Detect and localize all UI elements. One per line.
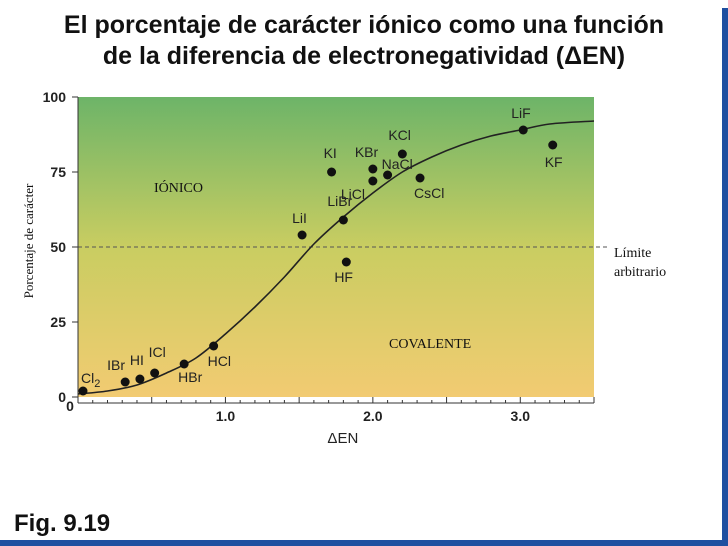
reference-line-label-2: arbitrario <box>614 265 666 280</box>
data-point-ki <box>327 167 337 177</box>
y-tick-label: 100 <box>43 89 67 105</box>
figure-label: Fig. 9.19 <box>14 510 111 537</box>
point-label-lii: LiI <box>292 210 307 226</box>
y-tick-label: 25 <box>50 314 66 330</box>
data-point-kcl <box>397 149 407 159</box>
point-label-licl: LiCl <box>341 186 365 202</box>
data-point-ibr <box>120 377 130 387</box>
data-point-hi <box>135 374 145 384</box>
fit-curve <box>77 120 595 395</box>
slide-title-line-2: de la diferencia de electronegatividad (… <box>102 42 626 70</box>
data-point-cscl <box>415 173 425 183</box>
point-label-kcl: KCl <box>388 127 411 143</box>
y-tick-label: 0 <box>58 389 66 405</box>
point-label-hcl: HCl <box>208 353 231 369</box>
data-point-kf <box>548 140 558 150</box>
y-tick-label: 75 <box>50 164 66 180</box>
y-axis-title: Porcentaje de carácter <box>21 183 36 298</box>
slide-title-line-1: El porcentaje de carácter iónico como un… <box>63 11 665 39</box>
y-tick-label: 50 <box>50 239 66 255</box>
region-label-ionic: IÓNICO <box>154 179 203 196</box>
point-label-lif: LiF <box>511 105 530 121</box>
x-origin-label: 0 <box>66 398 74 414</box>
point-label-nacl: NaCl <box>382 156 413 172</box>
data-point-cl <box>78 386 88 396</box>
point-label-icl: ICl <box>149 344 166 360</box>
point-label-hi: HI <box>130 352 144 368</box>
point-label-subscript: 2 <box>94 378 100 390</box>
point-label-hf: HF <box>334 269 353 285</box>
x-tick-label: 2.0 <box>363 408 383 424</box>
data-point-lif <box>518 125 528 135</box>
data-point-licl <box>368 176 378 186</box>
data-point-nacl <box>383 170 393 180</box>
point-label-cscl: CsCl <box>414 185 444 201</box>
slide-title: El porcentaje de carácter iónico como un… <box>0 10 728 72</box>
point-label-ibr: IBr <box>107 357 125 373</box>
data-point-hcl <box>209 341 219 351</box>
frame-bottom-bar <box>0 540 728 546</box>
data-point-hf <box>341 257 351 267</box>
data-point-lii <box>297 230 307 240</box>
data-point-libr <box>338 215 348 225</box>
reference-line-label-1: Límite <box>614 246 651 261</box>
data-point-kbr <box>368 164 378 174</box>
frame-right-bar <box>722 8 728 540</box>
region-label-covalent: COVALENTE <box>389 337 471 352</box>
point-label-ki: KI <box>324 145 337 161</box>
x-tick-label: 3.0 <box>511 408 531 424</box>
data-point-hbr <box>179 359 189 369</box>
point-label-kf: KF <box>545 154 563 170</box>
x-tick-label: 1.0 <box>216 408 236 424</box>
point-label-hbr: HBr <box>178 369 202 385</box>
x-axis-title: ΔEN <box>327 430 358 447</box>
data-point-icl <box>150 368 160 378</box>
point-label-kbr: KBr <box>355 144 379 160</box>
point-label-libr: LiBr <box>327 193 352 209</box>
